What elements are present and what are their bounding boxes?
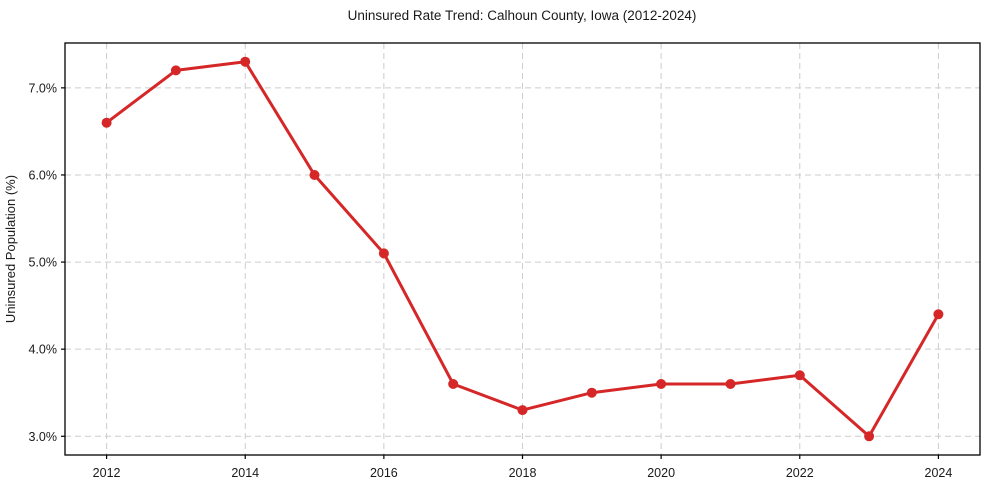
y-axis-label: Uninsured Population (%): [3, 175, 18, 323]
data-point: [794, 370, 805, 381]
data-point: [378, 248, 389, 259]
x-tick-label: 2022: [786, 466, 814, 480]
data-point: [517, 405, 528, 416]
y-tick-label: 5.0%: [29, 256, 58, 270]
data-point: [309, 170, 320, 180]
chart-title: Uninsured Rate Trend: Calhoun County, Io…: [348, 8, 697, 23]
x-tick-label: 2016: [370, 466, 398, 480]
data-point: [170, 65, 181, 76]
data-point: [586, 387, 597, 398]
y-tick-label: 3.0%: [29, 430, 58, 444]
data-point: [101, 117, 112, 128]
data-point: [864, 431, 875, 442]
y-tick-label: 4.0%: [29, 343, 58, 357]
y-tick-label: 7.0%: [29, 81, 58, 95]
grid-layer: [65, 43, 980, 455]
series-layer: [101, 56, 944, 442]
x-tick-label: 2024: [925, 466, 953, 480]
tick-label-layer: 3.0% 4.0% 5.0% 6.0% 7.0% 2012 2014 2016 2018 2020…: [29, 81, 953, 480]
tick-layer: [61, 87, 940, 459]
data-point: [240, 56, 251, 67]
data-point: [725, 379, 736, 389]
x-tick-label: 2018: [509, 466, 537, 480]
x-tick-label: 2014: [231, 466, 259, 480]
data-point: [933, 309, 944, 320]
y-tick-label: 6.0%: [29, 168, 58, 182]
data-point: [656, 379, 667, 389]
x-tick-label: 2020: [647, 466, 675, 480]
x-tick-label: 2012: [93, 466, 121, 480]
data-point: [448, 379, 459, 389]
